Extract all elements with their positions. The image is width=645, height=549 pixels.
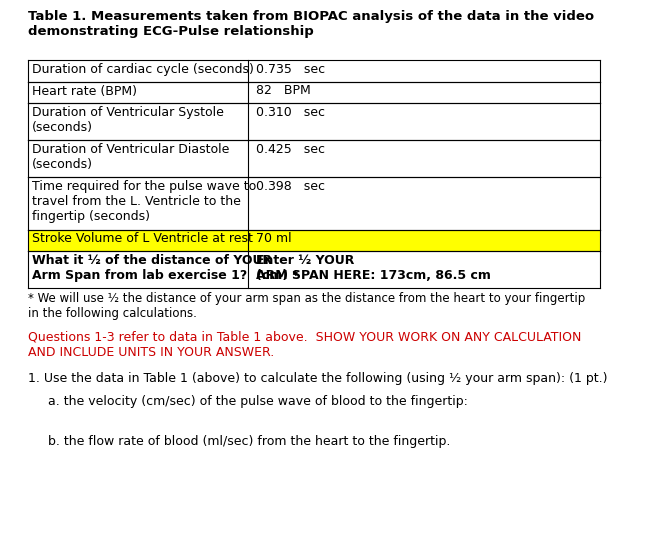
Text: b. the flow rate of blood (ml/sec) from the heart to the fingertip.: b. the flow rate of blood (ml/sec) from … bbox=[48, 434, 450, 447]
Text: Table 1. Measurements taken from BIOPAC analysis of the data in the video: Table 1. Measurements taken from BIOPAC … bbox=[28, 10, 594, 23]
Text: Enter ½ YOUR
ARM SPAN HERE: 173cm, 86.5 cm: Enter ½ YOUR ARM SPAN HERE: 173cm, 86.5 … bbox=[256, 254, 491, 282]
Text: 0.398   sec: 0.398 sec bbox=[256, 180, 325, 193]
Text: Duration of cardiac cycle (seconds): Duration of cardiac cycle (seconds) bbox=[32, 63, 254, 76]
Text: Duration of Ventricular Diastole
(seconds): Duration of Ventricular Diastole (second… bbox=[32, 143, 230, 171]
Text: demonstrating ECG-Pulse relationship: demonstrating ECG-Pulse relationship bbox=[28, 25, 313, 38]
Text: 1. Use the data in Table 1 (above) to calculate the following (using ½ your arm : 1. Use the data in Table 1 (above) to ca… bbox=[28, 372, 608, 385]
Text: Questions 1-3 refer to data in Table 1 above.  SHOW YOUR WORK ON ANY CALCULATION: Questions 1-3 refer to data in Table 1 a… bbox=[28, 331, 581, 359]
Text: Duration of Ventricular Systole
(seconds): Duration of Ventricular Systole (seconds… bbox=[32, 106, 224, 134]
Text: Stroke Volume of L Ventricle at rest: Stroke Volume of L Ventricle at rest bbox=[32, 232, 253, 245]
Bar bbox=[28, 229, 600, 251]
Text: 82   BPM: 82 BPM bbox=[256, 85, 311, 98]
Text: 0.425   sec: 0.425 sec bbox=[256, 143, 325, 156]
Text: Heart rate (BPM): Heart rate (BPM) bbox=[32, 85, 137, 98]
Text: * We will use ½ the distance of your arm span as the distance from the heart to : * We will use ½ the distance of your arm… bbox=[28, 292, 585, 320]
Text: a. the velocity (cm/sec) of the pulse wave of blood to the fingertip:: a. the velocity (cm/sec) of the pulse wa… bbox=[48, 395, 468, 408]
Text: 0.310   sec: 0.310 sec bbox=[256, 106, 325, 119]
Text: 70 ml: 70 ml bbox=[256, 232, 292, 245]
Text: 0.735   sec: 0.735 sec bbox=[256, 63, 325, 76]
Text: Time required for the pulse wave to
travel from the L. Ventricle to the
fingerti: Time required for the pulse wave to trav… bbox=[32, 180, 256, 223]
Text: What it ½ of the distance of YOUR
Arm Span from lab exercise 1?  (cm) *: What it ½ of the distance of YOUR Arm Sp… bbox=[32, 254, 299, 282]
